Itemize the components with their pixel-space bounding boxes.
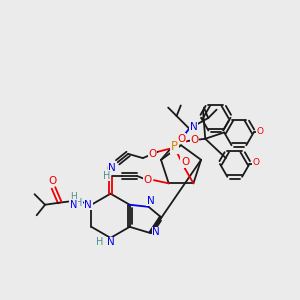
Text: H: H bbox=[96, 237, 104, 247]
Text: N: N bbox=[109, 163, 116, 172]
Text: H: H bbox=[70, 192, 77, 201]
Text: O: O bbox=[256, 127, 263, 136]
Text: O: O bbox=[177, 134, 185, 144]
Text: O: O bbox=[106, 164, 115, 175]
Text: N: N bbox=[147, 196, 154, 206]
Text: N: N bbox=[84, 200, 92, 210]
Text: O: O bbox=[48, 176, 57, 185]
Text: N: N bbox=[190, 122, 197, 131]
Text: P: P bbox=[171, 140, 178, 153]
Text: N: N bbox=[70, 200, 77, 210]
Text: H: H bbox=[103, 171, 110, 181]
Text: N: N bbox=[107, 237, 114, 247]
Text: O: O bbox=[190, 135, 199, 145]
Text: O: O bbox=[252, 158, 259, 167]
Text: N: N bbox=[152, 227, 160, 237]
Text: O: O bbox=[181, 157, 189, 167]
Text: H: H bbox=[75, 198, 82, 208]
Text: O: O bbox=[143, 175, 152, 185]
Text: O: O bbox=[148, 149, 157, 159]
